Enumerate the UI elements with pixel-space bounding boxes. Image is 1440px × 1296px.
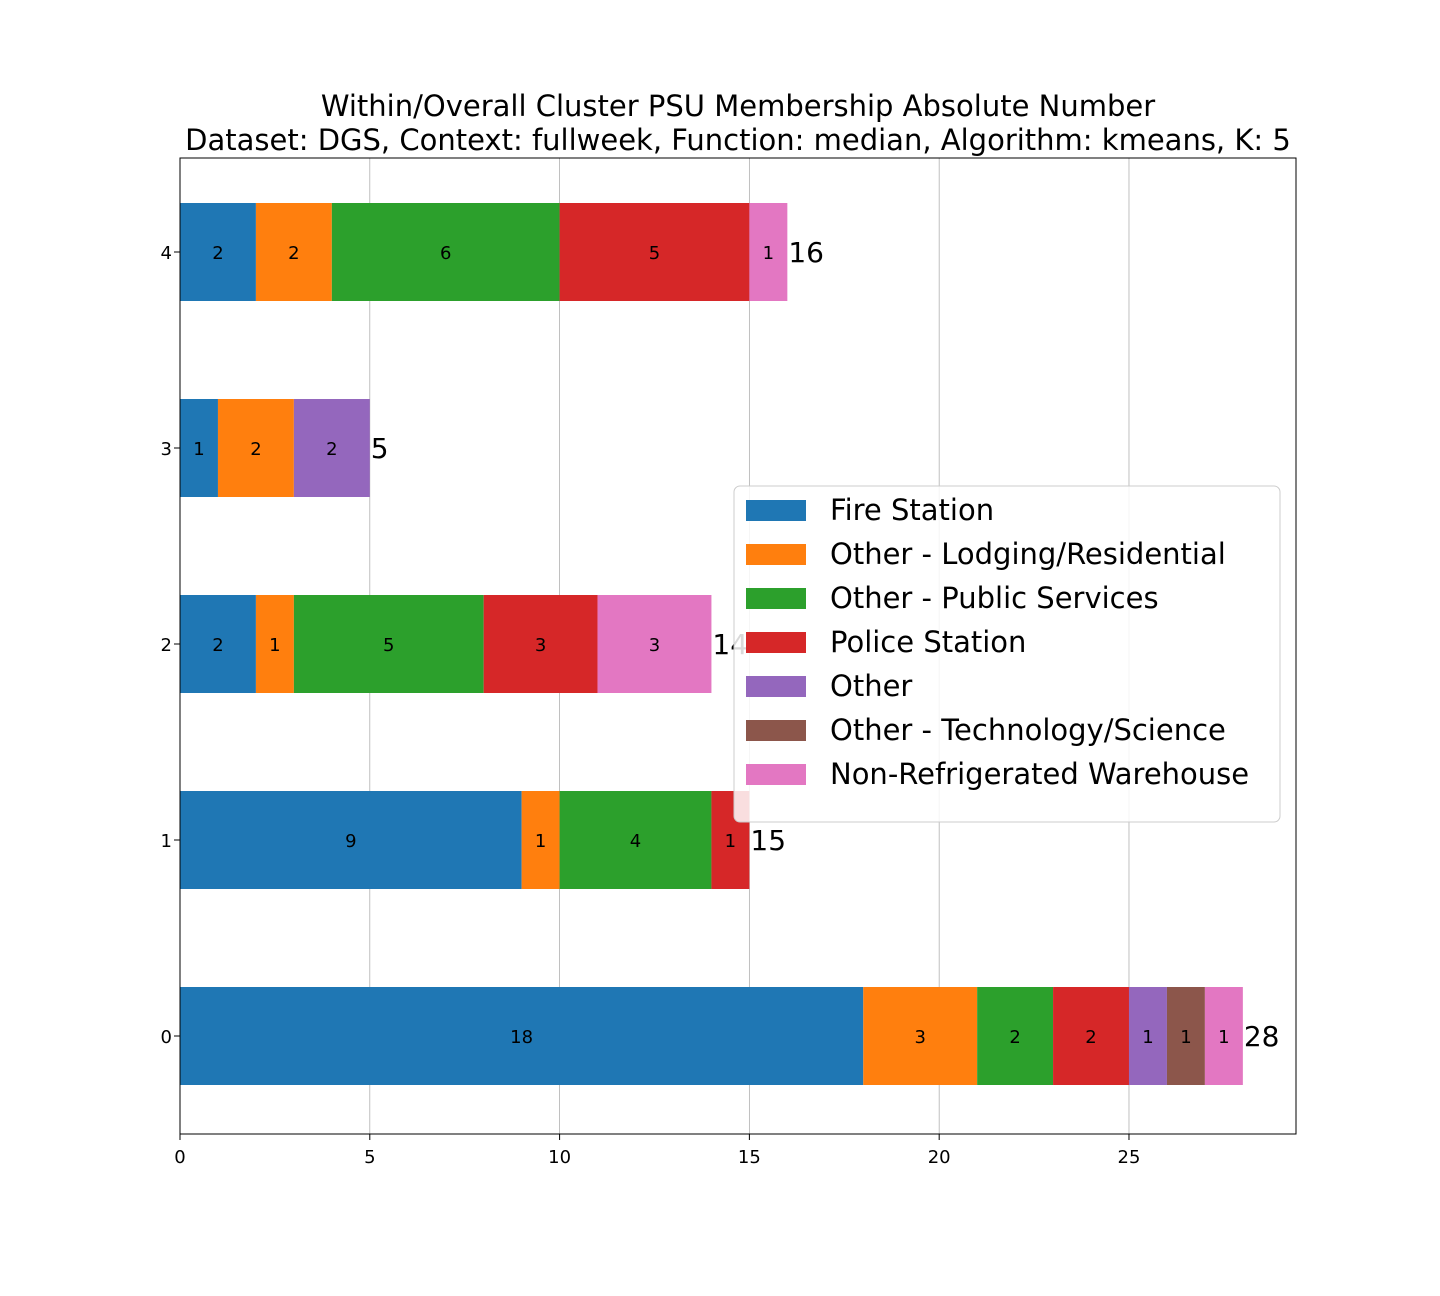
bar-segment-label: 1 <box>725 831 736 852</box>
bars: 18 3 2 2 1 1 1 289 1 4 1 152 1 5 3 3 141 2 2 52 2 6 5 1 16 <box>180 203 1279 1085</box>
bar-segment <box>180 595 256 693</box>
bar-segment-label: 9 <box>345 831 356 852</box>
y-tick-label: 2 <box>161 635 172 656</box>
bar-segment <box>255 203 332 301</box>
bar-segment <box>180 791 522 889</box>
bar-segment <box>293 595 484 693</box>
bar-segment <box>293 399 370 497</box>
bar-segment <box>863 987 978 1085</box>
legend-label: Other - Public Services <box>830 581 1159 615</box>
bar-segment-label: 2 <box>288 243 299 264</box>
bar-segment <box>1166 987 1205 1085</box>
y-tick-label: 1 <box>161 831 172 852</box>
bar-segment-label: 5 <box>649 243 660 264</box>
bar-segment-label: 1 <box>1142 1027 1153 1048</box>
bar-segment-label: 3 <box>914 1027 925 1048</box>
legend-swatch <box>746 632 806 653</box>
bar-segment-label: 2 <box>326 439 337 460</box>
bar-segment <box>180 399 218 497</box>
bar-segment <box>521 791 560 889</box>
legend-swatch <box>746 720 806 741</box>
bar-segment-label: 1 <box>763 243 774 264</box>
bar-segment <box>1204 987 1243 1085</box>
x-tick-label: 10 <box>548 1147 571 1168</box>
bar-segment <box>1053 987 1129 1085</box>
legend-label: Other <box>830 669 912 703</box>
bar-segment-label: 1 <box>1180 1027 1191 1048</box>
chart-subtitle: Dataset: DGS, Context: fullweek, Functio… <box>185 123 1291 157</box>
legend: Fire Station Other - Lodging/Residential O… <box>733 485 1281 823</box>
bar-segment <box>749 203 788 301</box>
bar-segment-label: 2 <box>212 243 223 264</box>
bar-total-label: 15 <box>750 824 786 857</box>
x-tick-label: 25 <box>1118 1147 1141 1168</box>
bar-segment <box>483 595 598 693</box>
bar-segment-label: 2 <box>212 635 223 656</box>
bar-segment-label: 1 <box>535 831 546 852</box>
legend-label: Other - Lodging/Residential <box>830 537 1226 571</box>
bar-segment-label: 18 <box>510 1027 533 1048</box>
legend-swatch <box>746 544 806 565</box>
bar-segment <box>180 987 864 1085</box>
x-tick-label: 20 <box>928 1147 951 1168</box>
chart-title: Within/Overall Cluster PSU Membership Ab… <box>321 89 1155 123</box>
y-tick-label: 3 <box>161 439 172 460</box>
bar-segment-label: 2 <box>1085 1027 1096 1048</box>
legend-swatch <box>746 676 806 697</box>
y-tick-label: 0 <box>161 1027 172 1048</box>
legend-label: Police Station <box>830 625 1026 659</box>
bar-segment <box>255 595 294 693</box>
legend-label: Other - Technology/Science <box>830 713 1226 747</box>
bar-segment-label: 3 <box>649 635 660 656</box>
x-tick-label: 15 <box>738 1147 761 1168</box>
bar-segment <box>331 203 560 301</box>
bar-segment <box>1128 987 1167 1085</box>
bar-segment <box>559 791 712 889</box>
bar-segment <box>977 987 1054 1085</box>
legend-label: Non-Refrigerated Warehouse <box>830 757 1249 791</box>
bar-segment-label: 1 <box>1218 1027 1229 1048</box>
bar-segment <box>559 203 750 301</box>
bar-segment-label: 2 <box>1009 1027 1020 1048</box>
bar-segment <box>597 595 712 693</box>
legend-box <box>733 485 1281 823</box>
x-tick-label: 0 <box>174 1147 185 1168</box>
bar-total-label: 16 <box>788 236 824 269</box>
legend-label: Fire Station <box>830 493 994 527</box>
plot-frame <box>179 157 1297 1135</box>
legend-swatch <box>746 588 806 609</box>
bar-segment-label: 1 <box>269 635 280 656</box>
bar-total-label: 28 <box>1244 1020 1280 1053</box>
x-tick-label: 5 <box>364 1147 375 1168</box>
bar-segment-label: 5 <box>383 635 394 656</box>
bar-segment-label: 1 <box>193 439 204 460</box>
bar-segment-label: 4 <box>630 831 641 852</box>
bar-segment-label: 2 <box>250 439 261 460</box>
bar-segment-label: 3 <box>535 635 546 656</box>
bar-segment-label: 6 <box>440 243 451 264</box>
legend-swatch <box>746 500 806 521</box>
legend-swatch <box>746 764 806 785</box>
bar-segment <box>217 399 294 497</box>
bar-segment <box>180 203 256 301</box>
bar-total-label: 5 <box>371 432 389 465</box>
y-tick-label: 4 <box>161 243 172 264</box>
